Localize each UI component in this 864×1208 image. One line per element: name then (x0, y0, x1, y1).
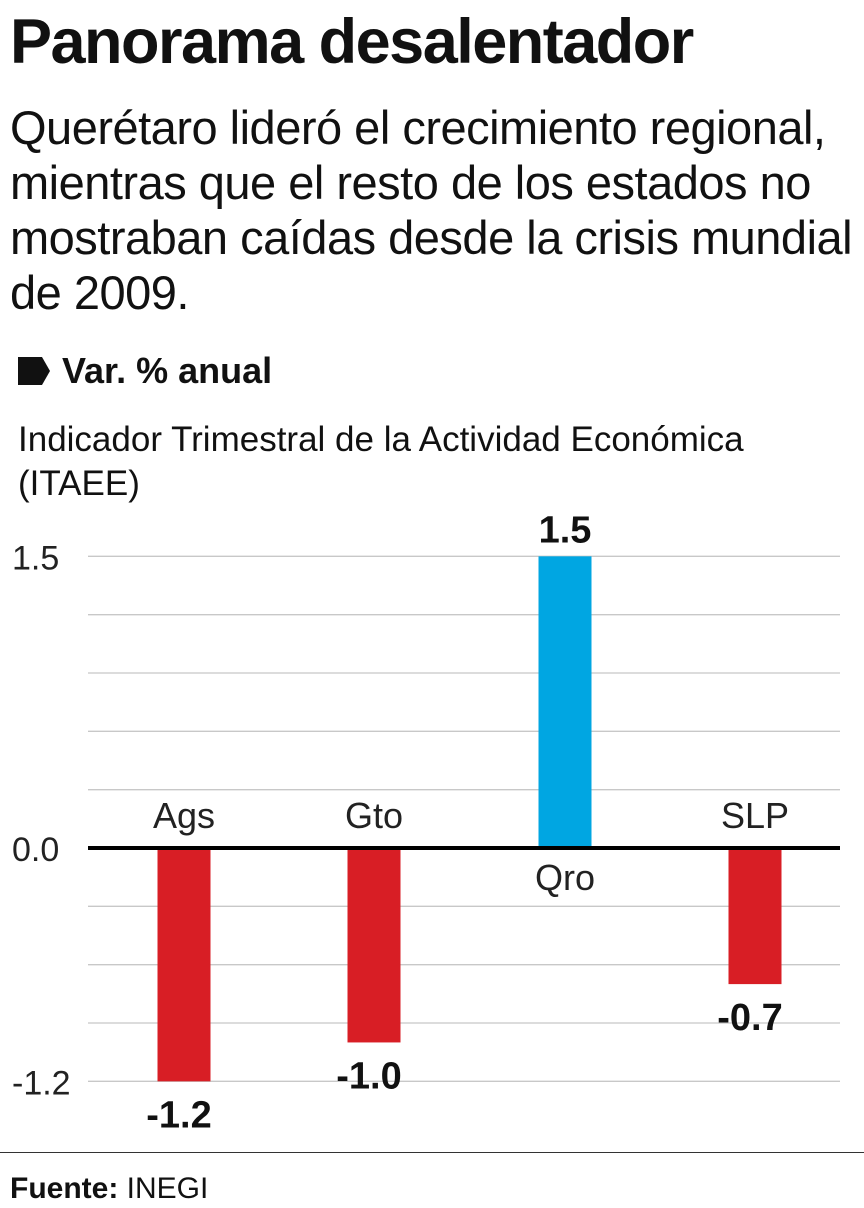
category-label: Ags (153, 795, 215, 836)
category-label: Qro (535, 857, 595, 898)
bar-ags (157, 848, 211, 1082)
bar-qro (538, 556, 592, 848)
unit-label: Var. % anual (62, 350, 273, 391)
bar-slp (728, 848, 782, 985)
data-label: 1.5 (539, 509, 592, 551)
data-label: -0.7 (717, 997, 782, 1039)
source-value: INEGI (126, 1172, 209, 1205)
category-label: SLP (721, 795, 789, 836)
category-label: Gto (345, 795, 403, 836)
unit-heading: Var. % anual (18, 350, 272, 392)
divider (0, 1152, 864, 1153)
y-tick-label: 1.5 (12, 539, 59, 577)
tag-icon (18, 357, 50, 385)
source-label: Fuente: (10, 1172, 119, 1205)
bar-gto (347, 848, 401, 1043)
y-axis-title: Indicador Trimestral de la Actividad Eco… (18, 420, 744, 503)
data-label: -1.0 (336, 1055, 401, 1097)
chart-subtitle: Querétaro lideró el crecimiento regional… (10, 101, 853, 319)
data-label: -1.2 (146, 1094, 211, 1136)
source-note: Fuente: INEGI (10, 1172, 208, 1206)
y-tick-label: -1.2 (12, 1064, 71, 1102)
y-tick-label: 0.0 (12, 831, 59, 869)
chart-title: Panorama desalentador (10, 7, 694, 77)
